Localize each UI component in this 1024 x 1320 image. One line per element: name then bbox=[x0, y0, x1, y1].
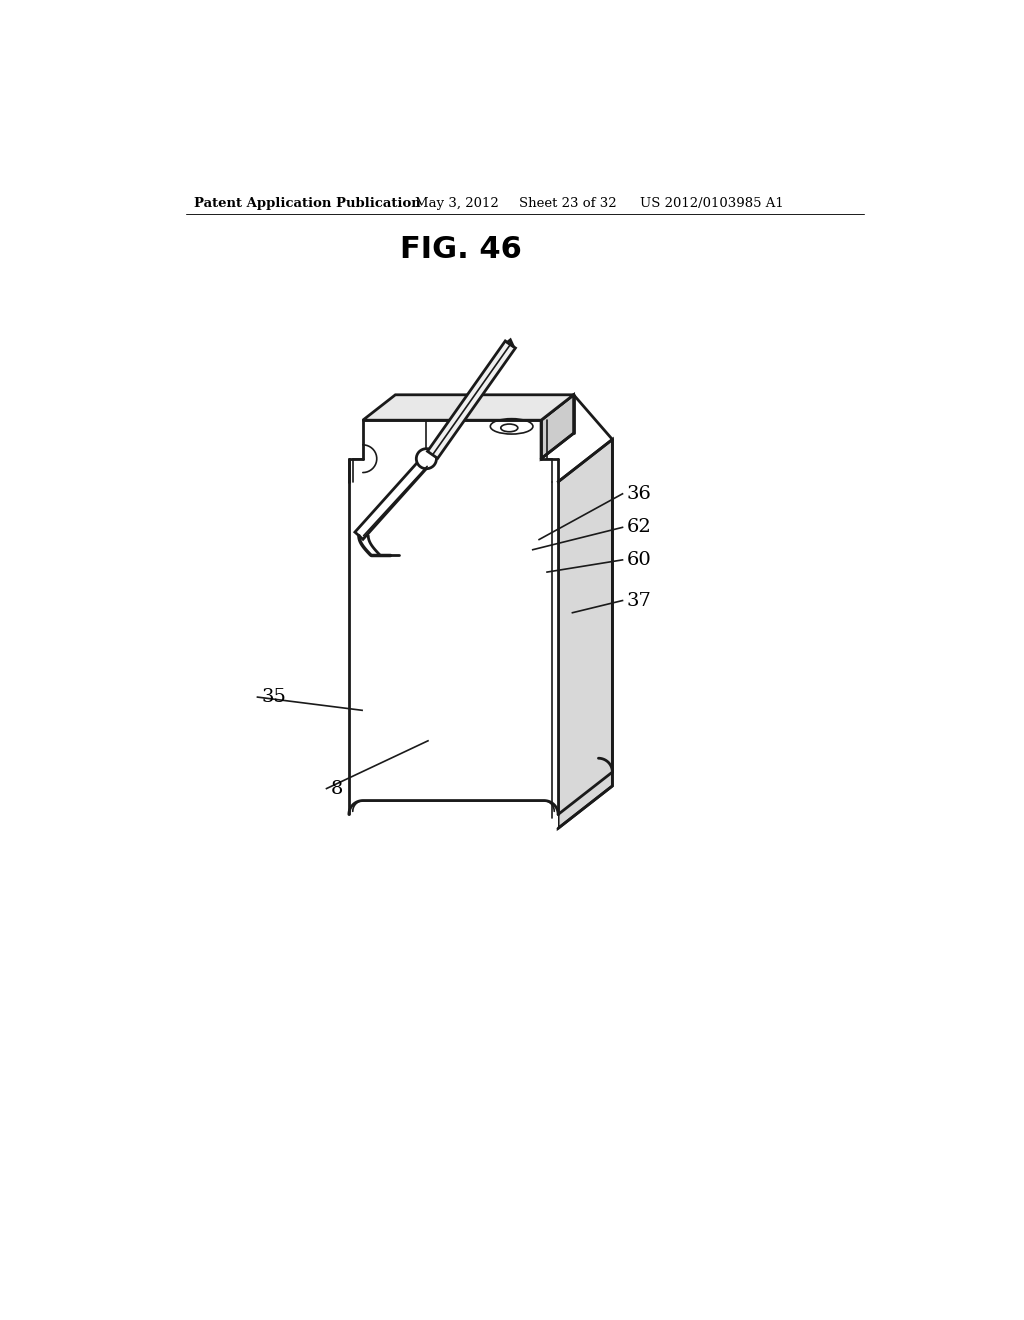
Polygon shape bbox=[427, 341, 515, 458]
Text: 8: 8 bbox=[331, 780, 343, 797]
Text: 36: 36 bbox=[627, 484, 651, 503]
Text: US 2012/0103985 A1: US 2012/0103985 A1 bbox=[640, 197, 783, 210]
Polygon shape bbox=[507, 339, 513, 347]
Text: 35: 35 bbox=[261, 688, 286, 706]
Text: 37: 37 bbox=[627, 591, 651, 610]
Polygon shape bbox=[541, 395, 573, 459]
Text: 60: 60 bbox=[627, 550, 651, 569]
Text: FIG. 46: FIG. 46 bbox=[400, 235, 522, 264]
Polygon shape bbox=[355, 461, 427, 540]
Circle shape bbox=[417, 449, 436, 469]
Text: May 3, 2012: May 3, 2012 bbox=[415, 197, 499, 210]
Text: Patent Application Publication: Patent Application Publication bbox=[194, 197, 421, 210]
Text: Sheet 23 of 32: Sheet 23 of 32 bbox=[519, 197, 617, 210]
Polygon shape bbox=[362, 395, 573, 420]
Text: 62: 62 bbox=[627, 519, 651, 536]
Polygon shape bbox=[349, 482, 558, 829]
Polygon shape bbox=[558, 440, 612, 829]
